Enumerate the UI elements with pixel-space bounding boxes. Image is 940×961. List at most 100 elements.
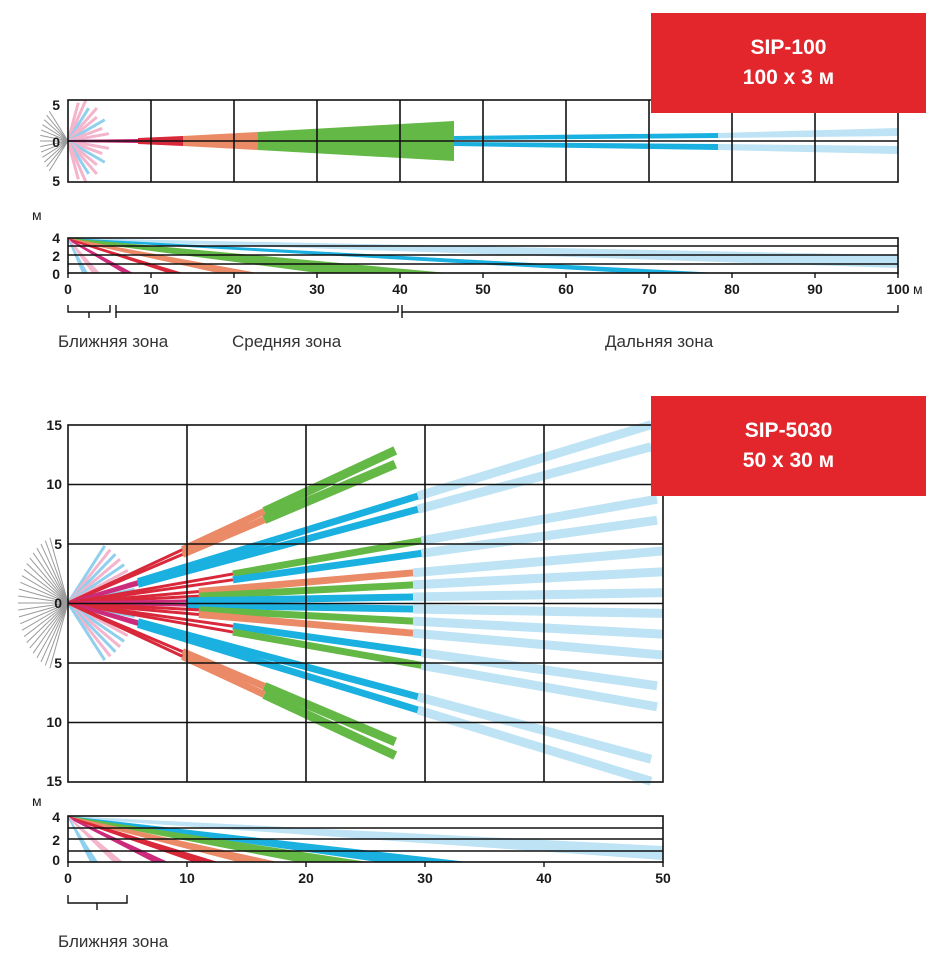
beam-17-far bbox=[262, 690, 398, 760]
rear-dashed-beam bbox=[44, 602, 69, 666]
sip100-side-x-ticks: 0 10 20 30 40 50 60 70 80 90 100 bbox=[64, 273, 910, 297]
beam-0-far bbox=[262, 446, 398, 516]
rear-dashed-beam bbox=[46, 140, 69, 168]
sip100-x-tick-label: 100 bbox=[886, 281, 910, 297]
sip5030-side-y-tick-4: 4 bbox=[52, 809, 60, 825]
beam-8-far bbox=[413, 588, 664, 602]
beam-16-far bbox=[262, 682, 398, 747]
beam-4-mid bbox=[232, 537, 423, 578]
near-zone-bracket bbox=[67, 305, 111, 313]
sip100-top-grid bbox=[67, 99, 899, 183]
sip100-x-tick-label: 90 bbox=[807, 281, 823, 297]
rear-dashed-beam bbox=[44, 540, 69, 604]
rear-dashed-beam bbox=[48, 110, 69, 142]
beam-7-far bbox=[412, 567, 664, 590]
sip100-title-badge: SIP-100 100 х 3 м bbox=[651, 13, 926, 113]
beam-10-far bbox=[412, 616, 664, 639]
sip5030-x-tick-label: 50 bbox=[655, 870, 671, 886]
sip100-side-y-tick-2: 2 bbox=[52, 248, 60, 264]
sip5030-side-y-unit: м bbox=[32, 793, 42, 809]
beam-13-far bbox=[420, 660, 658, 712]
sip5030-title: SIP-5030 bbox=[744, 419, 833, 442]
sip5030-y-tick-5-top: 5 bbox=[54, 536, 62, 552]
sip100-title: SIP-100 bbox=[750, 36, 827, 59]
rear-dashed-beam bbox=[40, 602, 69, 663]
beam-14-mid bbox=[137, 618, 419, 701]
sip100-side-view: м 4 2 0 0 10 20 30 40 50 60 70 80 90 100 м bbox=[32, 207, 923, 297]
sip5030-y-tick-10-top: 10 bbox=[46, 476, 62, 492]
sip100-side-y-tick-0: 0 bbox=[52, 266, 60, 282]
rear-dashed-beam bbox=[29, 557, 69, 604]
rear-dashed-beam bbox=[36, 547, 69, 604]
sip100-x-tick-label: 50 bbox=[475, 281, 491, 297]
sip5030-near-zone-label: Ближняя зона bbox=[58, 932, 169, 951]
beam-1-mid bbox=[181, 516, 266, 558]
sip5030-x-tick-label: 10 bbox=[179, 870, 195, 886]
sip5030-near-zone-bracket bbox=[67, 895, 128, 904]
sip5030-side-y-tick-0: 0 bbox=[52, 852, 60, 868]
beam-12-mid bbox=[232, 622, 422, 657]
sip100-middle-zone-label: Средняя зона bbox=[232, 332, 342, 351]
rear-dashed-beam bbox=[32, 552, 69, 604]
sip100-x-tick-label: 20 bbox=[226, 281, 242, 297]
beam-1-near bbox=[67, 553, 184, 605]
rear-dashed-beam bbox=[32, 602, 69, 654]
sip5030-side-y-tick-2: 2 bbox=[52, 832, 60, 848]
sip100-side-y-unit: м bbox=[32, 207, 42, 223]
sip5030-top-view: 15 10 5 0 5 10 15 bbox=[18, 417, 664, 789]
rear-dashed-beam bbox=[40, 140, 69, 153]
sip5030-y-tick-15-bottom: 15 bbox=[46, 773, 62, 789]
near-beam bbox=[66, 140, 80, 180]
rear-dashed-beam bbox=[49, 602, 69, 669]
sip100-top-vertical-grid bbox=[150, 100, 816, 182]
rear-dashed-beam bbox=[40, 129, 69, 142]
sip100-y-tick-bottom: 5 bbox=[52, 173, 60, 189]
rear-dashed-beam bbox=[20, 602, 69, 625]
sip100-x-tick-label: 10 bbox=[143, 281, 159, 297]
rear-dashed-beam bbox=[21, 602, 69, 631]
blue-beam-upper bbox=[454, 133, 718, 140]
beam-6-far bbox=[412, 546, 664, 578]
rear-dashed-beam bbox=[48, 140, 69, 172]
rear-dashed-beam bbox=[26, 563, 69, 604]
rear-dashed-beam bbox=[40, 140, 69, 148]
sip100-top-beams bbox=[40, 98, 898, 184]
sip100-x-tick-label: 40 bbox=[392, 281, 408, 297]
beam-9-far bbox=[413, 604, 664, 618]
sip5030-zone-brackets bbox=[67, 895, 128, 910]
beam-16-mid bbox=[181, 648, 266, 690]
sip100-y-tick-zero: 0 bbox=[52, 134, 60, 150]
sip5030-title-badge: SIP-5030 50 х 30 м bbox=[651, 396, 926, 496]
rear-dashed-beam bbox=[20, 581, 69, 604]
beam-9-mid bbox=[186, 601, 414, 613]
rear-dashed-beam bbox=[18, 588, 69, 604]
sip5030-y-tick-15-top: 15 bbox=[46, 417, 62, 433]
rear-dashed-beam bbox=[46, 114, 69, 142]
sip100-x-tick-label: 80 bbox=[724, 281, 740, 297]
rear-dashed-beam bbox=[29, 602, 69, 649]
beam-14-far bbox=[416, 692, 653, 764]
sip5030-side-x-ticks: 0 10 20 30 40 50 bbox=[64, 862, 671, 886]
rear-dashed-beam bbox=[49, 537, 69, 604]
near-beam bbox=[66, 602, 107, 662]
light-blue-beam-lower bbox=[718, 144, 898, 154]
rear-dashed-beam bbox=[21, 575, 69, 604]
sip5030-side-view: м 4 2 0 0 10 20 30 40 50 bbox=[32, 793, 671, 886]
sip100-x-tick-label: 30 bbox=[309, 281, 325, 297]
sip100-zone-brackets bbox=[67, 305, 899, 318]
rear-dashed-beam bbox=[42, 140, 69, 158]
rear-dashed-beam bbox=[40, 543, 69, 604]
beam-11-far bbox=[412, 628, 664, 660]
beam-13-mid bbox=[232, 628, 423, 669]
rear-dashed-beam bbox=[23, 569, 69, 604]
far-zone-bracket bbox=[401, 305, 899, 313]
rear-dashed-beam bbox=[42, 124, 69, 142]
beam-5-mid bbox=[232, 549, 422, 584]
beam-3-far bbox=[416, 442, 653, 514]
beam-4-far bbox=[420, 494, 658, 546]
rear-dashed-beam bbox=[40, 134, 69, 142]
beam-12-far bbox=[420, 648, 658, 691]
sip100-side-x-unit: м bbox=[913, 281, 923, 297]
sip100-x-tick-label: 0 bbox=[64, 281, 72, 297]
